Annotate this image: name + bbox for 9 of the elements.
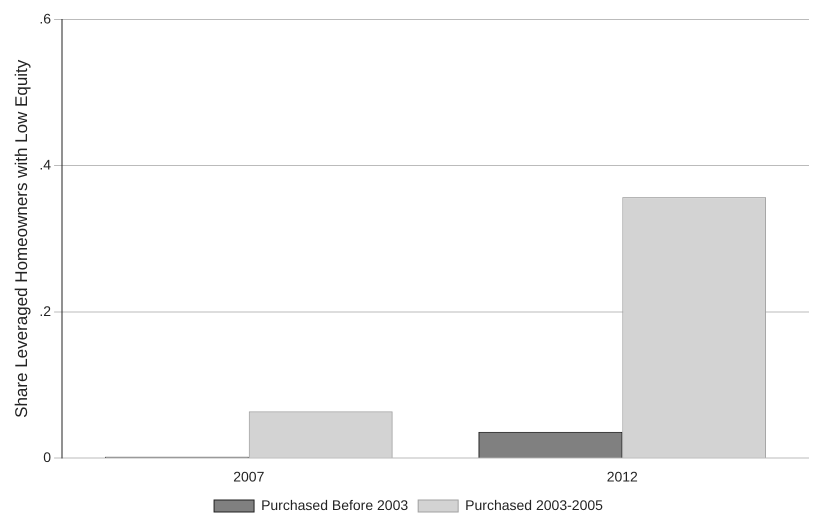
y-axis-title: Share Leveraged Homeowners with Low Equity xyxy=(12,59,31,418)
y-tick-label: 0 xyxy=(43,449,52,466)
legend-label: Purchased Before 2003 xyxy=(261,496,408,513)
legend-label: Purchased 2003-2005 xyxy=(465,496,604,513)
y-tick-label: .2 xyxy=(39,302,52,319)
y-tick-label: .6 xyxy=(39,10,52,26)
x-tick-label: 2007 xyxy=(233,468,265,484)
x-tick-label: 2012 xyxy=(606,468,638,484)
y-tick-label: .4 xyxy=(39,156,52,173)
